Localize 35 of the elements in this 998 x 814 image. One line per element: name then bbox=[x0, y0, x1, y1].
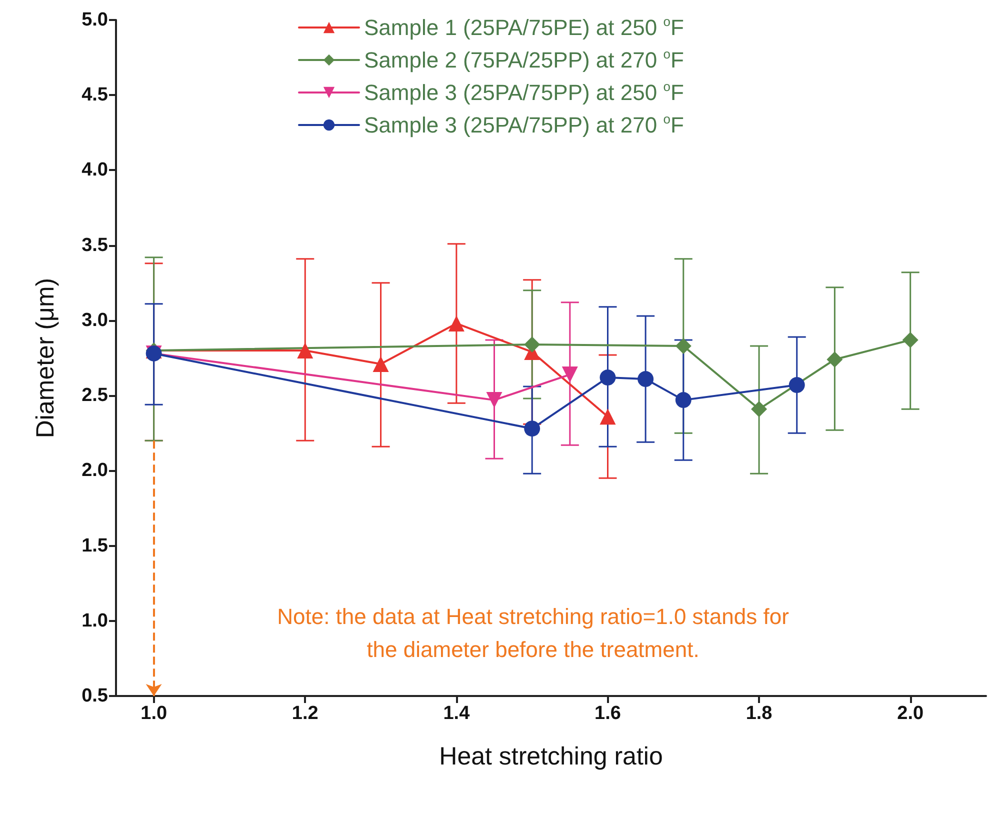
point bbox=[751, 401, 768, 418]
point bbox=[600, 370, 616, 386]
x-tick-label: 1.4 bbox=[443, 703, 470, 724]
y-tick-label: 3.5 bbox=[82, 234, 108, 256]
point bbox=[562, 366, 578, 383]
y-tick-label: 5.0 bbox=[82, 10, 108, 30]
point bbox=[524, 336, 540, 352]
point bbox=[524, 420, 540, 437]
y-tick-label: 1.0 bbox=[82, 610, 108, 632]
point bbox=[600, 408, 616, 425]
x-tick-label: 2.0 bbox=[897, 703, 924, 724]
y-tick-label: 3.0 bbox=[82, 310, 108, 331]
annotation: Note: the data at Heat stretching ratio=1.0 stands for the diameter before the treatment. bbox=[277, 604, 789, 662]
point bbox=[486, 392, 502, 408]
point bbox=[826, 352, 843, 368]
y-tick-label: 2.0 bbox=[82, 460, 108, 482]
point bbox=[788, 377, 805, 394]
y-tick-label: 0.5 bbox=[82, 686, 108, 706]
point bbox=[675, 338, 692, 354]
point bbox=[675, 392, 692, 408]
y-tick-label: 4.5 bbox=[82, 84, 108, 106]
x-tick-label: 1.0 bbox=[140, 703, 168, 724]
point bbox=[448, 315, 464, 332]
point bbox=[297, 342, 314, 358]
x-tick-label: 1.6 bbox=[594, 703, 621, 724]
y-tick-label: 4.0 bbox=[82, 160, 108, 181]
x-tick-label: 1.2 bbox=[292, 703, 318, 724]
x-axis-title: Heat stretching ratio bbox=[439, 742, 663, 770]
y-axis-title: Diameter (μm) bbox=[32, 278, 60, 438]
y-tick-label: 1.5 bbox=[82, 535, 108, 556]
point bbox=[638, 371, 654, 388]
point bbox=[902, 332, 918, 348]
x-tick-label: 1.8 bbox=[746, 703, 772, 724]
point bbox=[372, 356, 389, 372]
y-tick-label: 2.5 bbox=[82, 385, 108, 406]
